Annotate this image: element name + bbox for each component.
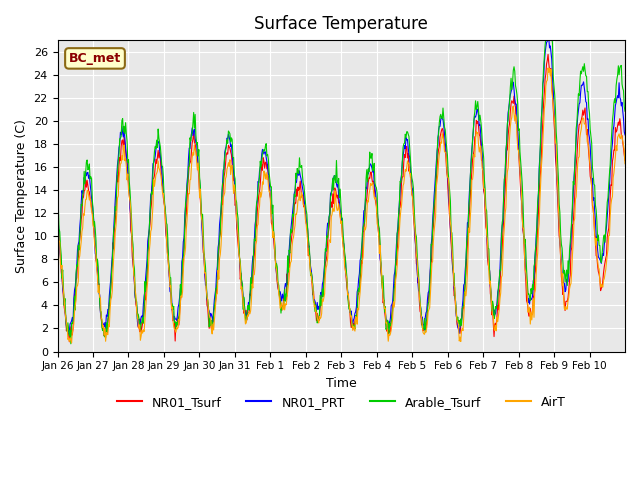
Arable_Tsurf [253,197,261,203]
AirT [54,220,61,226]
Arable_Tsurf [67,341,75,347]
AirT [225,164,233,169]
NR01_PRT [401,143,408,148]
NR01_PRT [54,207,61,213]
AirT [68,340,76,346]
NR01_PRT [433,157,440,163]
NR01_PRT [621,132,629,138]
AirT [121,158,129,164]
NR01_PRT [64,331,72,336]
Line: Arable_Tsurf: Arable_Tsurf [58,29,625,344]
NR01_Tsurf [121,142,129,147]
AirT [621,161,629,167]
Line: NR01_Tsurf: NR01_Tsurf [58,54,625,342]
NR01_PRT [544,31,552,36]
AirT [275,290,283,296]
NR01_Tsurf [54,209,61,215]
NR01_Tsurf [275,288,283,294]
Arable_Tsurf [433,166,440,171]
NR01_Tsurf [433,177,440,182]
AirT [433,183,440,189]
Arable_Tsurf [275,282,283,288]
NR01_Tsurf [65,339,73,345]
NR01_Tsurf [401,152,408,157]
NR01_PRT [253,198,261,204]
NR01_Tsurf [225,144,233,150]
NR01_PRT [275,288,283,294]
Arable_Tsurf [121,131,129,137]
Arable_Tsurf [621,108,629,114]
Arable_Tsurf [225,129,233,135]
Y-axis label: Surface Temperature (C): Surface Temperature (C) [15,119,28,273]
Title: Surface Temperature: Surface Temperature [254,15,428,33]
AirT [401,174,408,180]
Arable_Tsurf [401,140,408,146]
NR01_Tsurf [544,51,552,57]
AirT [253,223,261,229]
Line: AirT: AirT [58,68,625,343]
NR01_PRT [225,134,233,140]
NR01_Tsurf [253,209,261,215]
AirT [544,65,552,71]
Text: BC_met: BC_met [69,52,121,65]
Arable_Tsurf [54,207,61,213]
Legend: NR01_Tsurf, NR01_PRT, Arable_Tsurf, AirT: NR01_Tsurf, NR01_PRT, Arable_Tsurf, AirT [111,391,571,414]
Arable_Tsurf [543,26,550,32]
X-axis label: Time: Time [326,377,356,390]
Line: NR01_PRT: NR01_PRT [58,34,625,334]
NR01_PRT [121,135,129,141]
NR01_Tsurf [621,157,629,163]
